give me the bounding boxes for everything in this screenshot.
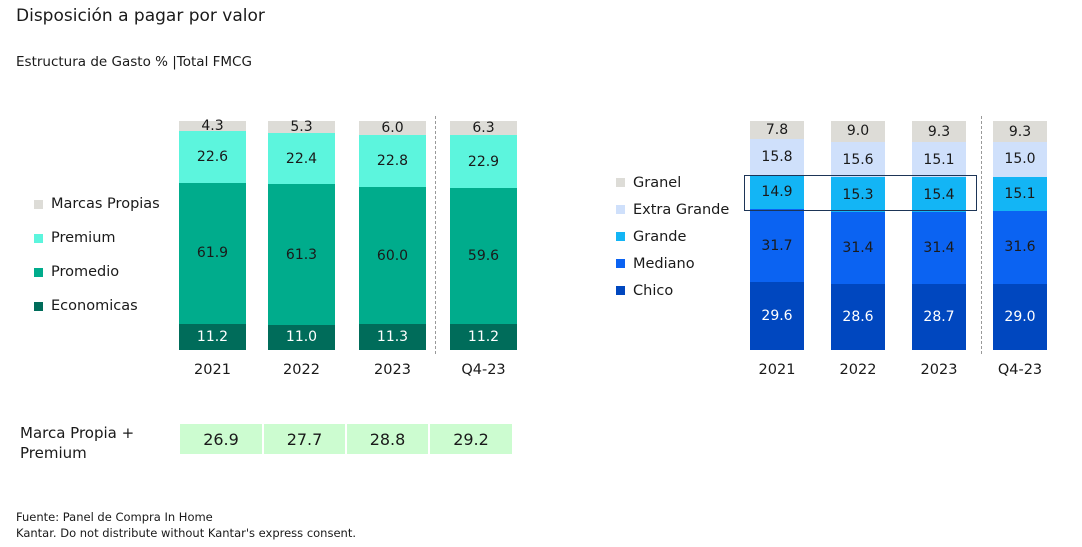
bar-segment-premium: 22.4 — [268, 133, 335, 185]
bar-segment-mediano: 31.4 — [831, 212, 885, 285]
legend-label: Promedio — [51, 264, 120, 280]
bar-segment-chico: 29.0 — [993, 283, 1047, 350]
summary-cell: 26.9 — [180, 424, 262, 454]
bar-segment-granel: 7.8 — [750, 121, 804, 139]
bar-segment-extra-grande: 15.1 — [912, 142, 966, 177]
bar-segment-grande: 15.3 — [831, 177, 885, 213]
legend-item: Extra Grande — [616, 196, 729, 223]
bar-segment-mediano: 31.6 — [993, 211, 1047, 284]
bar-segment-promedio: 61.3 — [268, 184, 335, 325]
footer-source: Fuente: Panel de Compra In Home — [16, 510, 213, 524]
divider-dashed-right — [981, 116, 982, 354]
bar-segment-extra-grande: 15.0 — [993, 142, 1047, 177]
legend-label: Marcas Propias — [51, 196, 160, 212]
footer-disclaimer: Kantar. Do not distribute without Kantar… — [16, 526, 356, 540]
legend-swatch-icon — [616, 259, 625, 268]
legend-swatch-icon — [34, 199, 43, 209]
bar-segment-marcas-propias: 4.3 — [179, 118, 246, 134]
summary-cell: 28.8 — [347, 424, 428, 454]
summary-row-label: Marca Propia + Premium — [20, 424, 135, 462]
legend: Granel Extra Grande Grande Mediano Chico — [616, 169, 729, 304]
x-tick-label: 2023 — [374, 362, 411, 378]
legend: Marcas Propias Premium Promedio Economicas — [34, 187, 160, 323]
bar-segment-grande: 15.1 — [993, 176, 1047, 212]
bar-segment-promedio: 60.0 — [359, 186, 426, 325]
legend-swatch-icon — [616, 205, 625, 214]
legend-label: Chico — [633, 282, 674, 299]
bar-segment-promedio: 59.6 — [450, 187, 517, 325]
legend-swatch-icon — [34, 233, 43, 243]
summary-cell: 27.7 — [264, 424, 345, 454]
legend-item: Promedio — [34, 255, 160, 289]
bar-segment-economicas: 11.2 — [450, 324, 517, 350]
x-tick-label: Q4-23 — [997, 362, 1043, 378]
legend-item: Premium — [34, 221, 160, 255]
bar-segment-extra-grande: 15.8 — [750, 138, 804, 176]
legend-item: Marcas Propias — [34, 187, 160, 221]
bar-segment-grande: 14.9 — [750, 175, 804, 210]
bar-segment-economicas: 11.2 — [179, 324, 246, 350]
legend-label: Grande — [633, 228, 687, 245]
bar-segment-marcas-propias: 5.3 — [268, 119, 335, 135]
legend-swatch-icon — [34, 267, 43, 277]
bar-segment-premium: 22.9 — [450, 135, 517, 188]
legend-label: Economicas — [51, 298, 138, 314]
legend-label: Extra Grande — [633, 201, 730, 218]
bar-segment-grande: 15.4 — [912, 176, 966, 213]
x-tick-label: 2022 — [283, 362, 320, 378]
legend-item: Mediano — [616, 250, 729, 277]
bar-segment-promedio: 61.9 — [179, 182, 246, 325]
bar-segment-chico: 28.7 — [912, 284, 966, 350]
summary-cell: 29.2 — [430, 424, 512, 454]
bar-segment-chico: 29.6 — [750, 282, 804, 350]
legend-swatch-icon — [616, 286, 625, 295]
legend-swatch-icon — [616, 232, 625, 241]
legend-swatch-icon — [616, 178, 625, 187]
legend-item: Chico — [616, 277, 729, 304]
legend-label: Mediano — [633, 255, 695, 272]
bar-segment-marcas-propias: 6.0 — [359, 120, 426, 136]
legend-item: Grande — [616, 223, 729, 250]
divider-dashed-left — [435, 116, 436, 354]
bar-segment-economicas: 11.0 — [268, 324, 335, 350]
legend-item: Granel — [616, 169, 729, 196]
bar-segment-economicas: 11.3 — [359, 324, 426, 350]
page-subtitle: Estructura de Gasto % |Total FMCG — [16, 54, 252, 70]
x-tick-label: 2021 — [758, 362, 796, 378]
highlight-box-grande — [744, 175, 977, 211]
page-title: Disposición a pagar por valor — [16, 6, 265, 26]
bar-segment-mediano: 31.4 — [912, 212, 966, 285]
x-tick-label: Q4-23 — [461, 362, 506, 378]
bar-segment-premium: 22.8 — [359, 134, 426, 187]
legend-item: Economicas — [34, 289, 160, 323]
legend-swatch-icon — [34, 301, 43, 311]
legend-label: Premium — [51, 230, 116, 246]
bar-segment-granel: 9.0 — [831, 121, 885, 142]
legend-label: Granel — [633, 174, 682, 191]
bar-segment-premium: 22.6 — [179, 130, 246, 183]
bar-segment-mediano: 31.7 — [750, 209, 804, 283]
x-tick-label: 2021 — [194, 362, 231, 378]
x-tick-label: 2023 — [920, 362, 958, 378]
bar-segment-granel: 9.3 — [912, 121, 966, 143]
bar-segment-chico: 28.6 — [831, 284, 885, 350]
bar-segment-extra-grande: 15.6 — [831, 141, 885, 178]
x-tick-label: 2022 — [839, 362, 877, 378]
bar-segment-granel: 9.3 — [993, 121, 1047, 143]
bar-segment-marcas-propias: 6.3 — [450, 120, 517, 136]
